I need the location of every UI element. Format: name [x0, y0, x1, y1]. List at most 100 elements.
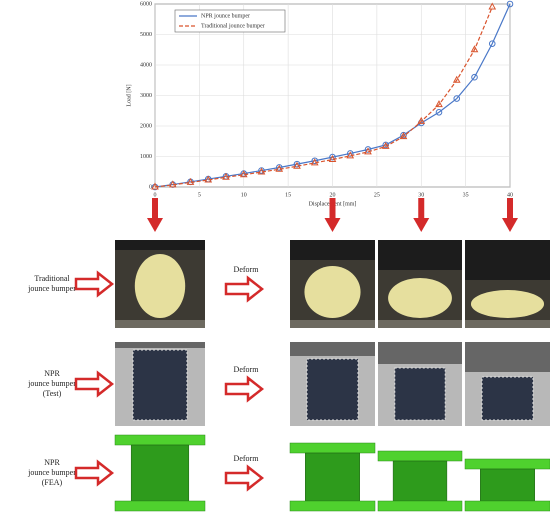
series-line: [154, 6, 493, 188]
fea-bottom: [114, 500, 206, 512]
photo-plate: [115, 240, 205, 250]
lattice: [132, 349, 188, 421]
marker: [239, 170, 248, 178]
x-tick-label: 25: [374, 192, 380, 198]
right-arrow: [74, 271, 114, 297]
y-axis-label: Load [N]: [126, 84, 132, 106]
lattice: [394, 367, 446, 421]
marker: [328, 155, 337, 163]
action-label: Deform: [234, 265, 260, 274]
row-label: NPR: [44, 369, 60, 378]
x-tick-label: 15: [285, 192, 291, 198]
marker: [488, 2, 497, 10]
marker: [452, 75, 461, 83]
x-tick-label: 30: [418, 192, 424, 198]
fea-bottom: [464, 500, 550, 512]
photo-plate: [378, 342, 462, 364]
photo-base: [378, 320, 462, 328]
marker: [435, 108, 443, 116]
marker: [346, 150, 354, 157]
y-tick-label: 1000: [140, 154, 152, 160]
legend-box: [174, 9, 286, 33]
y-tick-label: 0: [149, 184, 152, 190]
marker: [470, 45, 479, 53]
marker: [346, 151, 355, 159]
row-label: (FEA): [42, 478, 63, 487]
right-arrow: [224, 465, 264, 491]
down-arrow: [502, 198, 518, 232]
row-label: NPR: [44, 458, 60, 467]
marker: [329, 153, 336, 161]
lattice: [481, 376, 534, 421]
fea-bottom: [377, 500, 463, 512]
marker: [222, 172, 230, 180]
lattice: [306, 358, 359, 421]
marker: [293, 161, 301, 169]
fea-core: [480, 468, 535, 502]
marker: [204, 175, 213, 183]
photo-plate: [290, 240, 375, 260]
right-arrow: [74, 460, 114, 486]
down-arrow: [413, 198, 430, 232]
x-tick-label: 40: [507, 192, 513, 198]
photo-plate: [465, 342, 550, 372]
action-label: Deform: [234, 454, 260, 463]
y-tick-label: 3000: [140, 93, 152, 99]
marker: [471, 73, 478, 81]
chart: 0 1000 2000 3000 4000 5000 6000 0 5 10 15 20 25 30 35 4…: [126, 0, 518, 232]
right-arrow: [224, 376, 264, 402]
marker: [168, 180, 177, 188]
fea-core: [305, 452, 360, 502]
bumper: [134, 254, 186, 318]
fea-top: [464, 458, 550, 470]
marker: [310, 158, 319, 166]
bumper: [304, 266, 361, 318]
photo-base: [290, 320, 375, 328]
right-arrow: [74, 371, 114, 397]
marker: [364, 147, 372, 155]
marker: [293, 160, 301, 168]
fea-core: [392, 460, 448, 502]
photo-base: [115, 320, 205, 328]
marker: [453, 95, 461, 102]
x-tick-label: 20: [330, 192, 336, 198]
right-arrow: [224, 276, 264, 302]
marker: [506, 0, 514, 8]
photo-plate: [115, 342, 205, 348]
photo-plate: [378, 240, 462, 270]
fea-top: [289, 442, 376, 454]
marker: [311, 157, 319, 165]
y-tick-label: 6000: [140, 1, 152, 7]
fea-bottom: [289, 500, 376, 512]
photo-plate: [465, 240, 550, 280]
y-tick-label: 4000: [140, 62, 152, 68]
x-tick-label: 10: [241, 192, 247, 198]
marker: [257, 167, 266, 175]
action-label: Deform: [234, 365, 260, 374]
row-label: jounce bumper: [27, 379, 76, 388]
marker: [151, 182, 159, 190]
fea-core: [130, 444, 190, 502]
marker: [399, 132, 408, 140]
photo-base: [465, 320, 550, 328]
marker: [435, 100, 443, 108]
legend-label: NPR jounce bumper: [201, 13, 250, 19]
x-tick-label: 0: [154, 192, 157, 198]
row-label: jounce bumper: [27, 468, 76, 477]
fea-top: [114, 434, 206, 446]
marker: [364, 146, 372, 153]
marker: [275, 164, 283, 171]
bumper: [470, 290, 545, 318]
marker: [275, 164, 284, 172]
row-label: (Test): [43, 389, 62, 398]
x-tick-label: 35: [463, 192, 469, 198]
marker: [488, 40, 496, 47]
row-label: jounce bumper: [27, 284, 76, 293]
marker: [381, 141, 390, 149]
bumper: [388, 278, 452, 318]
row-label: Traditional: [34, 274, 70, 283]
photo-plate: [290, 342, 375, 356]
x-tick-label: 5: [198, 192, 201, 198]
marker: [186, 177, 195, 185]
